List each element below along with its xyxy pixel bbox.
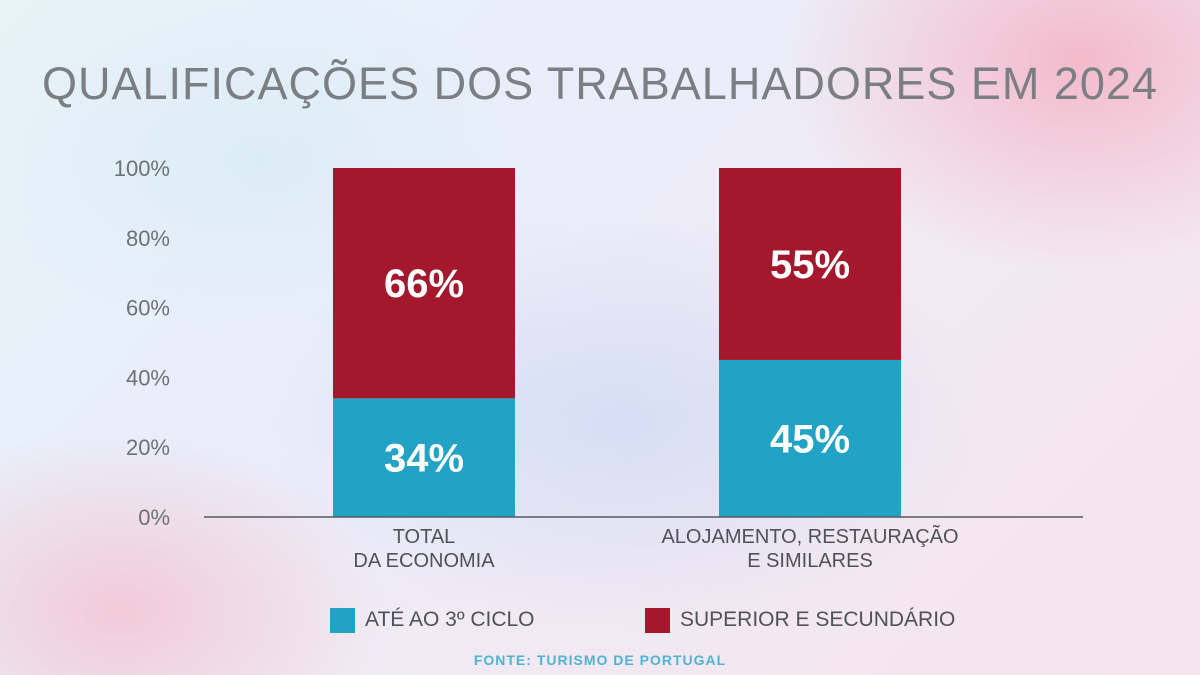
bar-segment bbox=[719, 168, 901, 360]
y-tick-label: 0% bbox=[138, 505, 170, 530]
bar-value-label: 55% bbox=[770, 243, 850, 287]
bar-segment bbox=[333, 168, 515, 399]
bar-segment bbox=[333, 398, 515, 517]
legend-item-superior-secundario: SUPERIOR E SECUNDÁRIO bbox=[645, 605, 955, 635]
y-tick-label: 100% bbox=[114, 156, 170, 181]
x-category-label: DA ECONOMIA bbox=[353, 550, 495, 572]
chart-title: QUALIFICAÇÕES DOS TRABALHADORES EM 2024 bbox=[42, 58, 1158, 109]
bar-value-label: 34% bbox=[384, 437, 464, 481]
y-tick-label: 80% bbox=[126, 226, 170, 251]
legend-item-ate-3-ciclo: ATÉ AO 3º CICLO bbox=[330, 605, 535, 635]
source-note: FONTE: TURISMO DE PORTUGAL bbox=[473, 652, 727, 668]
legend-swatch-ate-3-ciclo bbox=[330, 607, 355, 633]
legend: ATÉ AO 3º CICLO SUPERIOR E SECUNDÁRIO bbox=[0, 605, 1200, 635]
x-category-label: TOTAL bbox=[393, 526, 456, 548]
x-category-label: E SIMILARES bbox=[747, 550, 873, 572]
x-category-label: ALOJAMENTO, RESTAURAÇÃO bbox=[661, 524, 958, 548]
bar-value-label: 45% bbox=[770, 417, 850, 461]
legend-label-superior-secundario: SUPERIOR E SECUNDÁRIO bbox=[680, 608, 956, 631]
legend-label-ate-3-ciclo: ATÉ AO 3º CICLO bbox=[365, 608, 535, 631]
y-tick-label: 60% bbox=[126, 296, 170, 321]
y-tick-label: 40% bbox=[126, 365, 170, 390]
y-tick-label: 20% bbox=[126, 435, 170, 460]
bar-segment bbox=[719, 359, 901, 517]
legend-swatch-superior-secundario bbox=[645, 607, 670, 633]
bar-value-label: 66% bbox=[384, 262, 464, 306]
